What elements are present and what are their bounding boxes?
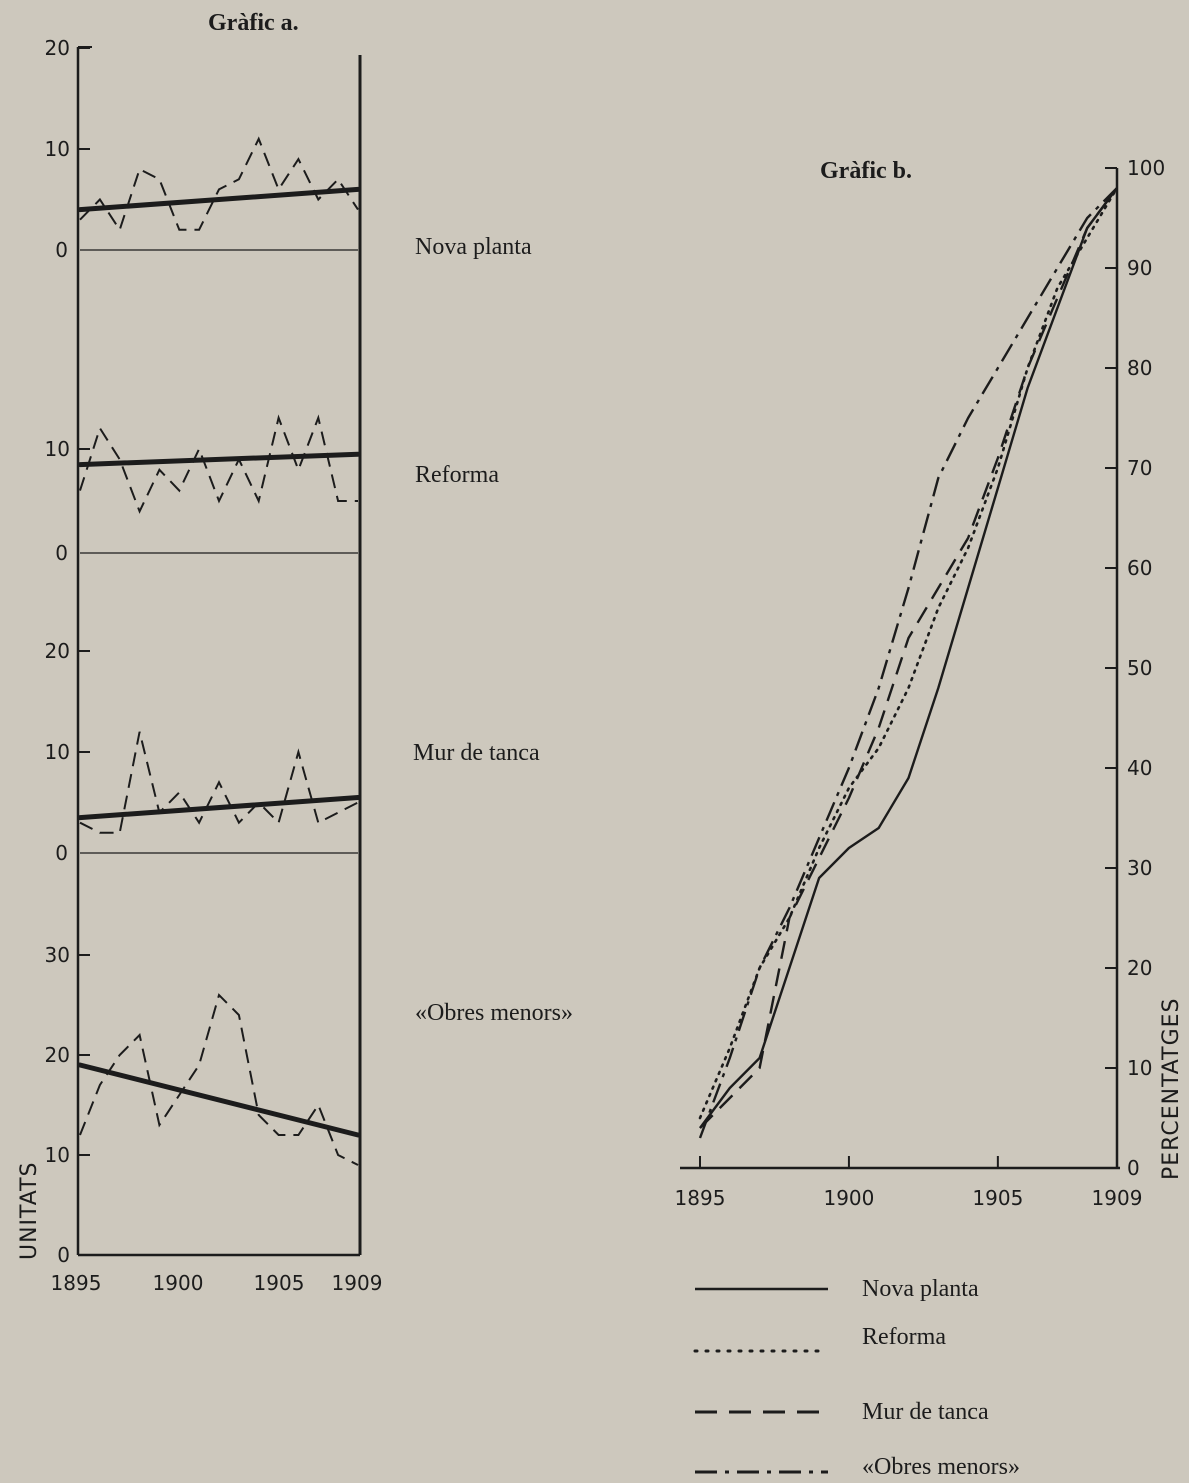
panel-mur-de-tanca-y-tick: 20 — [45, 639, 70, 663]
panel-obres-menors-y-tick: 30 — [45, 943, 70, 967]
panel-reforma-y-tick: 0 — [55, 541, 68, 565]
panel-obres-menors-y-tick: 0 — [57, 1243, 70, 1267]
chart-b-y-tick: 10 — [1127, 1056, 1152, 1080]
chart-b-y-tick: 30 — [1127, 856, 1152, 880]
panel-obres-menors-y-tick: 10 — [45, 1143, 70, 1167]
chart-a-y-axis-title: UNITATS — [17, 1161, 42, 1260]
panel-mur-de-tanca-y-tick: 0 — [55, 841, 68, 865]
chart-b-y-tick: 0 — [1127, 1156, 1140, 1180]
panel-obres-menors-label: «Obres menors» — [415, 1000, 573, 1026]
panel-reforma-label: Reforma — [415, 462, 499, 488]
panel-mur-de-tanca-series-line — [79, 731, 359, 834]
panel-mur-de-tanca-label: Mur de tanca — [413, 740, 540, 766]
panel-obres-menors-series-line — [79, 993, 359, 1166]
series-reforma-line — [698, 186, 1119, 1120]
chart-b-ticks: 0 10 20 30 40 50 60 70 80 90 100 1895 1900 1905 1909 — [675, 156, 1166, 1210]
series-nova-planta-line — [699, 187, 1118, 1129]
panel-mur-de-tanca-trend-line — [77, 794, 361, 821]
panel-mur-de-tanca-y-tick: 10 — [45, 740, 70, 764]
chart-a-x-tick-1909: 1909 — [332, 1271, 383, 1295]
chart-b-y-tick: 90 — [1127, 256, 1152, 280]
legend-label-reforma: Reforma — [862, 1324, 946, 1350]
chart-b-y-tick: 80 — [1127, 356, 1152, 380]
chart-a-x-tick-1905: 1905 — [254, 1271, 305, 1295]
chart-b-x-tick: 1909 — [1092, 1186, 1143, 1210]
panel-nova-planta-y-tick: 10 — [45, 137, 70, 161]
legend-label-nova-planta: Nova planta — [862, 1276, 979, 1302]
chart-b-y-tick: 20 — [1127, 956, 1152, 980]
chart-b-y-tick: 70 — [1127, 456, 1152, 480]
chart-a-x-tick-1900: 1900 — [153, 1271, 204, 1295]
panel-reforma-trend-line — [77, 451, 361, 468]
panel-obres-menors-y-tick: 20 — [45, 1043, 70, 1067]
chart-b-y-tick: 60 — [1127, 556, 1152, 580]
chart-b-x-tick: 1900 — [823, 1186, 874, 1210]
chart-a-panels: 0 10 20 Nova planta 0 10 Reforma 0 10 20 Mur de ta… — [45, 36, 573, 1267]
chart-b: Gràfic b. 0 10 20 30 40 50 60 70 80 90 100 1895 1900… — [675, 156, 1184, 1210]
chart-b-legend: Nova planta Reforma Mur de tanca «Obres … — [693, 1276, 1020, 1480]
panel-reforma-y-tick: 10 — [45, 437, 70, 461]
series-mur-de-tanca-line — [699, 187, 1118, 1129]
panel-reforma-series-line — [79, 414, 358, 514]
legend-label-obres-menors: «Obres menors» — [862, 1454, 1020, 1480]
chart-a-x-tick-1895: 1895 — [51, 1271, 102, 1295]
series-obres-menors-line — [698, 187, 1118, 1139]
chart-b-lines — [698, 186, 1119, 1139]
chart-b-y-tick: 40 — [1127, 756, 1152, 780]
panel-nova-planta-trend-line — [77, 186, 361, 213]
panel-nova-planta-label: Nova planta — [415, 234, 532, 260]
legend-label-mur-de-tanca: Mur de tanca — [862, 1399, 989, 1425]
panel-nova-planta-y-tick: 20 — [45, 36, 70, 60]
chart-b-y-tick: 100 — [1127, 156, 1165, 180]
panel-obres-menors-trend-line — [77, 1062, 361, 1138]
chart-b-title: Gràfic b. — [820, 158, 912, 184]
chart-a: Gràfic a. 0 10 20 Nova planta 0 10 Reforma 0 10 2… — [17, 10, 573, 1295]
panel-nova-planta-series-line — [79, 136, 359, 233]
chart-b-x-tick: 1895 — [675, 1186, 726, 1210]
chart-a-title: Gràfic a. — [208, 10, 299, 36]
chart-b-y-axis-title: PERCENTATGES — [1159, 998, 1184, 1181]
chart-b-x-tick: 1905 — [972, 1186, 1023, 1210]
chart-b-y-tick: 50 — [1127, 656, 1152, 680]
panel-nova-planta-y-tick: 0 — [55, 238, 68, 262]
